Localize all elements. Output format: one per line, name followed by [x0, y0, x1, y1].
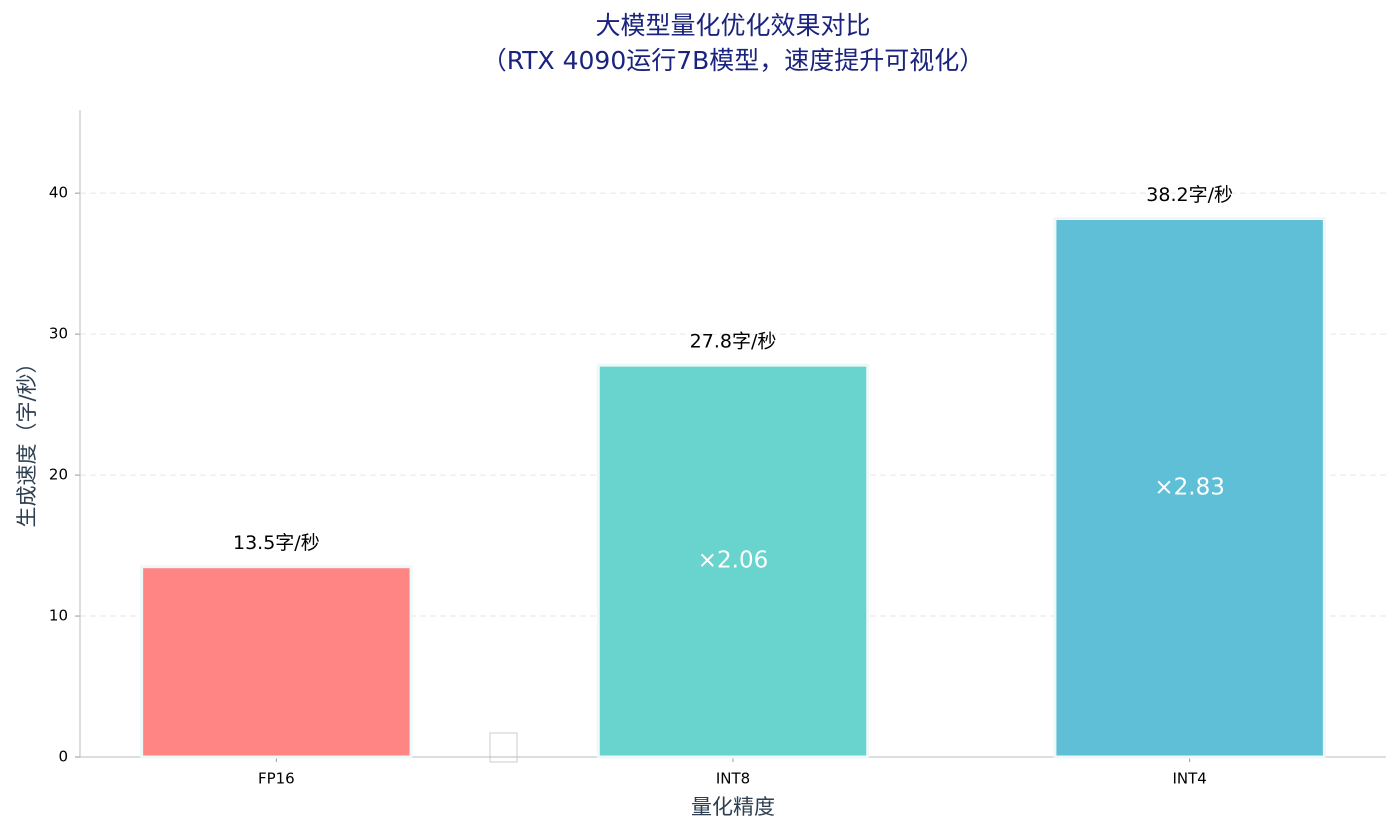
value-label: 13.5字/秒	[233, 532, 320, 554]
bar	[596, 363, 870, 759]
bar	[1053, 217, 1326, 759]
chart-subtitle: （RTX 4090运行7B模型，速度提升可视化）	[482, 46, 985, 75]
value-label: 38.2字/秒	[1146, 184, 1233, 206]
bar	[140, 565, 413, 759]
speedup-label: ×2.06	[698, 548, 768, 574]
x-tick-label: INT4	[1172, 770, 1206, 788]
chart-title: 大模型量化优化效果对比	[595, 11, 870, 40]
y-tick-label: 40	[49, 184, 68, 202]
speedup-label: ×2.83	[1154, 474, 1224, 500]
x-tick-label: FP16	[258, 770, 295, 788]
y-tick-label: 0	[58, 748, 68, 766]
y-tick-label: 10	[49, 607, 68, 625]
y-tick-label: 20	[49, 466, 68, 484]
value-label: 27.8字/秒	[690, 331, 777, 353]
y-axis-label: 生成速度（字/秒）	[15, 352, 39, 527]
x-tick-label: INT8	[716, 770, 750, 788]
x-axis-label: 量化精度	[691, 795, 775, 819]
y-tick-label: 30	[49, 325, 68, 343]
missing-glyph	[489, 732, 518, 763]
